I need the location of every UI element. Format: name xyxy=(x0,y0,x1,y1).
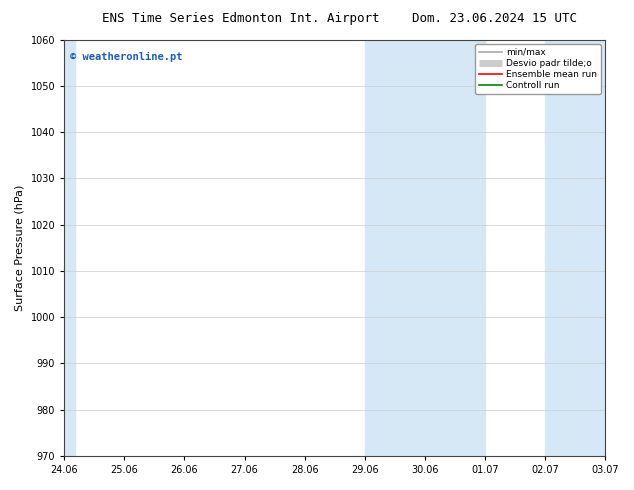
Text: ENS Time Series Edmonton Int. Airport: ENS Time Series Edmonton Int. Airport xyxy=(102,12,380,25)
Bar xyxy=(64,40,75,456)
Bar xyxy=(545,40,605,456)
Text: © weatheronline.pt: © weatheronline.pt xyxy=(70,52,182,62)
Text: Dom. 23.06.2024 15 UTC: Dom. 23.06.2024 15 UTC xyxy=(412,12,577,25)
Bar xyxy=(365,40,485,456)
Legend: min/max, Desvio padr tilde;o, Ensemble mean run, Controll run: min/max, Desvio padr tilde;o, Ensemble m… xyxy=(476,44,600,94)
Y-axis label: Surface Pressure (hPa): Surface Pressure (hPa) xyxy=(15,185,25,311)
